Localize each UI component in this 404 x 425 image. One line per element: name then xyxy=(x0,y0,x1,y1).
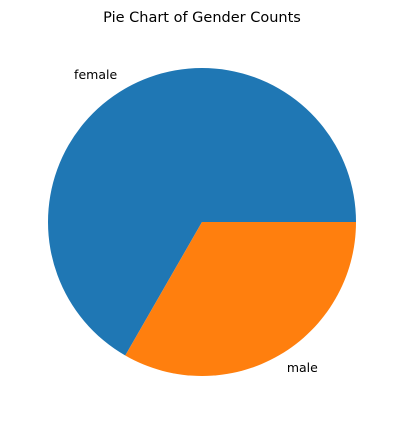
pie-slice-labels: female male xyxy=(74,67,318,375)
chart-title: Pie Chart of Gender Counts xyxy=(103,10,301,26)
pie-slice-label-male: male xyxy=(287,360,318,375)
pie-slices xyxy=(48,68,356,376)
pie-slice-female xyxy=(48,68,356,356)
pie-slice-label-female: female xyxy=(74,67,117,82)
pie-slice-male xyxy=(125,222,356,376)
